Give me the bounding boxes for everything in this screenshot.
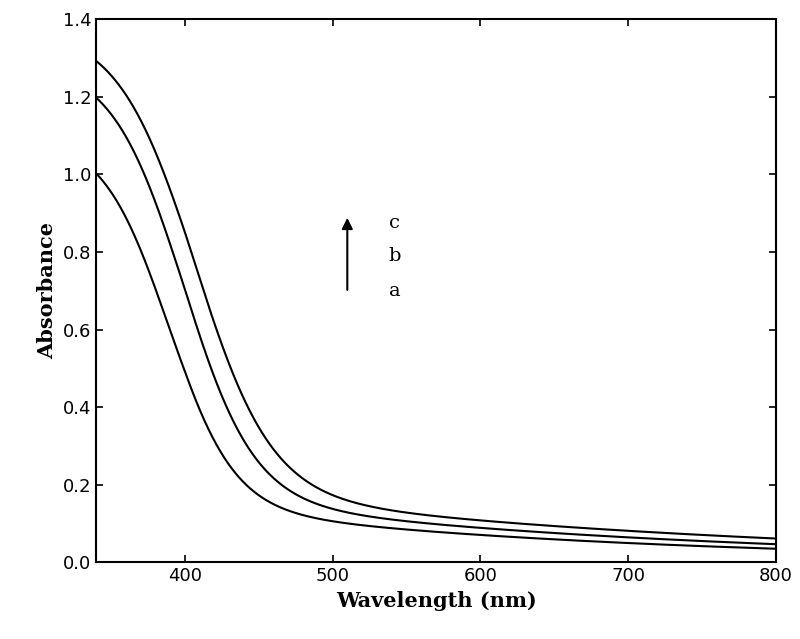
Text: b: b xyxy=(389,247,401,265)
Text: c: c xyxy=(389,214,400,232)
X-axis label: Wavelength (nm): Wavelength (nm) xyxy=(336,590,536,611)
Y-axis label: Absorbance: Absorbance xyxy=(37,222,57,359)
Text: a: a xyxy=(389,282,400,300)
